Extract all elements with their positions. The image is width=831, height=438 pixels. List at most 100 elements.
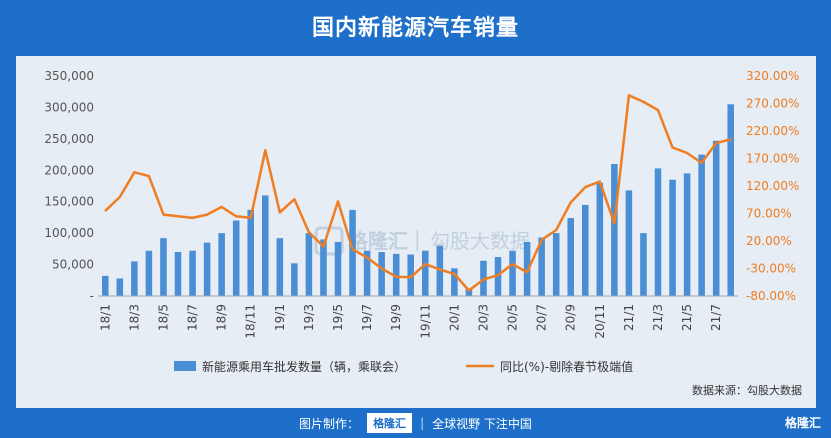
bar <box>203 242 211 296</box>
x-tick-label: 19/5 <box>331 304 345 331</box>
bar <box>567 218 574 296</box>
bar-series <box>102 104 734 297</box>
bar <box>218 233 225 296</box>
sales-chart: 格隆汇 | 勾股大数据 - 50,000 100,000 150,000 200,000… <box>44 69 802 397</box>
bar <box>189 250 196 296</box>
bar <box>698 154 705 296</box>
line-point <box>700 162 703 164</box>
watermark-divider: | <box>414 227 421 251</box>
bar <box>582 204 589 296</box>
line-point <box>729 138 732 141</box>
yoy-line <box>104 94 732 292</box>
line-point <box>380 267 383 270</box>
corner-logo: 格隆汇 <box>784 416 821 430</box>
line-point <box>148 175 150 177</box>
line-point <box>715 142 717 144</box>
right-tick-label: 170.00% <box>746 152 799 166</box>
line-point <box>308 231 310 233</box>
x-tick-label: 18/1 <box>98 304 112 331</box>
line-point <box>293 198 296 200</box>
line-point <box>279 211 281 214</box>
left-tick-label: 200,000 <box>44 163 94 177</box>
line-point <box>584 186 587 188</box>
right-axis: -80.00% -30.00% 20.00% 70.00% 120.00% 170.00%… <box>746 69 799 303</box>
watermark-partner: 勾股大数据 <box>430 229 530 253</box>
bar <box>262 195 269 296</box>
line-point <box>104 209 107 212</box>
line-point <box>686 152 688 154</box>
right-tick-label: 70.00% <box>746 207 792 221</box>
right-tick-label: -80.00% <box>746 289 796 303</box>
footer: 图片制作： 格隆汇 | 全球视野 下注中国 <box>0 408 831 438</box>
bar <box>538 237 545 296</box>
bar <box>494 257 502 296</box>
x-tick-label: 18/3 <box>127 304 141 331</box>
line-point <box>468 289 470 292</box>
line-point <box>555 229 557 231</box>
bar <box>102 275 109 296</box>
bar <box>392 253 400 296</box>
line-point <box>337 200 339 203</box>
bar <box>712 140 720 296</box>
line-point <box>351 248 354 251</box>
left-tick-label: 50,000 <box>52 258 94 272</box>
footer-slogan: 全球视野 下注中国 <box>432 416 532 431</box>
right-tick-label: 320.00% <box>746 69 799 83</box>
bar <box>334 241 342 296</box>
bar <box>509 250 516 296</box>
left-axis: - 50,000 100,000 150,000 200,000 250,000 300,0… <box>44 69 94 303</box>
x-tick-label: 20/11 <box>593 304 607 339</box>
bar <box>276 238 284 296</box>
line-point <box>439 268 441 271</box>
bar <box>422 250 429 296</box>
line-point <box>264 149 267 152</box>
left-tick-label: 100,000 <box>44 226 94 240</box>
line-point <box>613 222 616 225</box>
line-point <box>511 263 514 265</box>
footer-made-by: 图片制作： <box>299 416 360 431</box>
bar <box>683 173 691 296</box>
line-point <box>133 171 136 174</box>
bar <box>552 233 560 296</box>
bar <box>611 164 618 296</box>
bar <box>116 278 124 296</box>
x-tick-label: 20/7 <box>535 304 549 331</box>
legend: 新能源乘用车批发数量（辆，乘联会） 同比(%)-剔除春节极端值 <box>174 359 633 374</box>
line-point <box>206 213 208 216</box>
right-tick-label: 120.00% <box>746 179 799 193</box>
footer-divider: | <box>420 416 425 430</box>
x-tick-label: 19/3 <box>302 304 316 331</box>
bar <box>320 239 327 296</box>
title-bar: 国内新能源汽车销量 <box>0 0 831 52</box>
bar <box>596 182 604 296</box>
bar <box>232 220 240 296</box>
x-tick-label: 19/7 <box>360 304 374 331</box>
line-point <box>366 256 368 259</box>
legend-bar-swatch <box>174 361 196 371</box>
bar <box>625 190 633 296</box>
bar <box>523 241 531 296</box>
bar <box>145 250 153 296</box>
left-tick-label: 250,000 <box>44 132 94 146</box>
bar <box>378 252 385 296</box>
x-tick-label: 18/7 <box>186 304 200 331</box>
line-point <box>526 271 528 274</box>
x-tick-label: 18/5 <box>156 304 170 331</box>
bar <box>174 252 182 296</box>
x-tick-label: 20/1 <box>447 304 461 331</box>
x-axis: 18/1 18/3 18/5 18/7 18/9 18/11 19/1 19/3 19/5 19/… <box>98 295 738 339</box>
left-tick-label: - <box>90 289 94 303</box>
line-point <box>235 215 237 218</box>
bar <box>669 179 676 296</box>
left-tick-label: 350,000 <box>44 69 94 83</box>
right-tick-label: 270.00% <box>746 97 799 111</box>
line-point <box>599 180 601 183</box>
footer-brand: 格隆汇 <box>367 413 413 433</box>
chart-panel: 格隆汇 | 勾股大数据 - 50,000 100,000 150,000 200,000… <box>16 56 816 408</box>
watermark: 格隆汇 | 勾股大数据 <box>314 226 530 256</box>
line-series <box>104 94 732 292</box>
bar <box>727 104 734 297</box>
legend-line-label: 同比(%)-剔除春节极端值 <box>500 359 633 374</box>
line-point <box>540 239 543 241</box>
source-note: 数据来源：勾股大数据 <box>692 383 802 397</box>
